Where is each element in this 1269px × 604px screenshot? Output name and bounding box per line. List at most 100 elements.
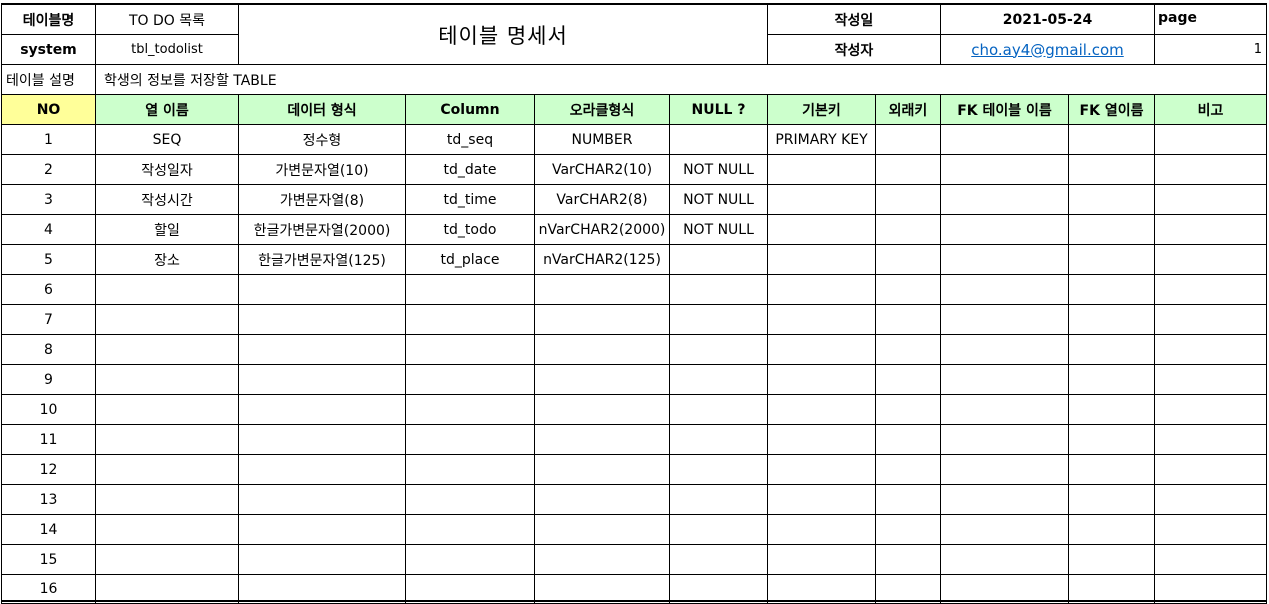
table-cell-primary-key[interactable] [768,185,876,215]
table-cell-foreign-key[interactable] [876,185,941,215]
table-cell-nullable[interactable] [670,575,768,604]
table-cell-column-id[interactable] [406,515,535,545]
table-cell-column-name[interactable] [96,275,239,305]
table-cell-oracle-type[interactable]: VarCHAR2(8) [535,185,670,215]
table-cell-fk-table-name[interactable] [941,425,1069,455]
table-cell-remarks[interactable] [1155,365,1267,395]
table-cell-data-type[interactable] [239,455,406,485]
table-cell-remarks[interactable] [1155,455,1267,485]
table-cell-column-id[interactable] [406,455,535,485]
table-cell-fk-column-name[interactable] [1069,575,1155,604]
table-cell-primary-key[interactable] [768,485,876,515]
table-cell-column-name[interactable] [96,335,239,365]
table-cell-oracle-type[interactable] [535,335,670,365]
table-cell-column-id[interactable] [406,545,535,575]
table-cell-foreign-key[interactable] [876,245,941,275]
table-cell-remarks[interactable] [1155,125,1267,155]
table-cell-remarks[interactable] [1155,155,1267,185]
table-cell-column-name[interactable] [96,575,239,604]
row-number[interactable]: 9 [1,365,96,395]
table-cell-column-id[interactable] [406,395,535,425]
table-cell-nullable[interactable] [670,335,768,365]
table-cell-remarks[interactable] [1155,515,1267,545]
table-cell-fk-table-name[interactable] [941,245,1069,275]
table-cell-remarks[interactable] [1155,485,1267,515]
table-cell-column-id[interactable] [406,275,535,305]
table-cell-foreign-key[interactable] [876,425,941,455]
table-cell-oracle-type[interactable] [535,455,670,485]
table-cell-column-id[interactable] [406,425,535,455]
table-cell-data-type[interactable]: 한글가변문자열(125) [239,245,406,275]
table-cell-column-id[interactable] [406,485,535,515]
table-cell-foreign-key[interactable] [876,215,941,245]
table-cell-column-id[interactable] [406,335,535,365]
table-cell-data-type[interactable] [239,545,406,575]
row-number[interactable]: 15 [1,545,96,575]
table-cell-data-type[interactable] [239,485,406,515]
table-name-value[interactable]: TO DO 목록 [96,5,239,35]
table-cell-column-name[interactable]: 작성시간 [96,185,239,215]
table-cell-column-name[interactable] [96,455,239,485]
table-cell-column-id[interactable] [406,305,535,335]
table-cell-fk-column-name[interactable] [1069,485,1155,515]
table-cell-oracle-type[interactable] [535,275,670,305]
table-cell-foreign-key[interactable] [876,485,941,515]
table-cell-column-name[interactable]: 장소 [96,245,239,275]
table-cell-data-type[interactable] [239,515,406,545]
table-cell-fk-column-name[interactable] [1069,185,1155,215]
created-date-value[interactable]: 2021-05-24 [941,5,1155,35]
table-cell-data-type[interactable] [239,365,406,395]
table-cell-data-type[interactable] [239,425,406,455]
table-cell-column-id[interactable] [406,575,535,604]
table-cell-fk-column-name[interactable] [1069,365,1155,395]
row-number[interactable]: 16 [1,575,96,604]
table-cell-remarks[interactable] [1155,425,1267,455]
table-cell-fk-table-name[interactable] [941,485,1069,515]
table-cell-primary-key[interactable] [768,395,876,425]
table-cell-remarks[interactable] [1155,185,1267,215]
table-cell-column-name[interactable] [96,425,239,455]
table-cell-column-name[interactable] [96,365,239,395]
table-cell-nullable[interactable] [670,545,768,575]
table-cell-foreign-key[interactable] [876,335,941,365]
table-cell-foreign-key[interactable] [876,455,941,485]
table-cell-data-type[interactable]: 한글가변문자열(2000) [239,215,406,245]
table-cell-column-name[interactable] [96,395,239,425]
table-cell-fk-column-name[interactable] [1069,155,1155,185]
row-number[interactable]: 5 [1,245,96,275]
table-cell-primary-key[interactable] [768,245,876,275]
table-cell-column-id[interactable]: td_todo [406,215,535,245]
table-cell-fk-column-name[interactable] [1069,335,1155,365]
table-cell-foreign-key[interactable] [876,155,941,185]
table-cell-fk-column-name[interactable] [1069,425,1155,455]
table-cell-data-type[interactable] [239,305,406,335]
table-cell-foreign-key[interactable] [876,365,941,395]
table-cell-fk-table-name[interactable] [941,335,1069,365]
table-cell-fk-table-name[interactable] [941,395,1069,425]
row-number[interactable]: 8 [1,335,96,365]
table-cell-fk-column-name[interactable] [1069,545,1155,575]
table-cell-primary-key[interactable] [768,455,876,485]
table-cell-primary-key[interactable] [768,545,876,575]
row-number[interactable]: 1 [1,125,96,155]
table-cell-oracle-type[interactable] [535,365,670,395]
table-cell-nullable[interactable] [670,365,768,395]
table-cell-foreign-key[interactable] [876,395,941,425]
table-cell-fk-table-name[interactable] [941,215,1069,245]
table-cell-primary-key[interactable] [768,215,876,245]
table-cell-column-name[interactable]: 할일 [96,215,239,245]
table-cell-fk-column-name[interactable] [1069,515,1155,545]
table-cell-remarks[interactable] [1155,335,1267,365]
table-cell-fk-column-name[interactable] [1069,125,1155,155]
table-cell-nullable[interactable] [670,515,768,545]
table-cell-foreign-key[interactable] [876,305,941,335]
table-cell-column-name[interactable] [96,485,239,515]
row-number[interactable]: 12 [1,455,96,485]
table-cell-fk-table-name[interactable] [941,575,1069,604]
page-number[interactable]: 1 [1155,35,1267,65]
table-cell-oracle-type[interactable] [535,425,670,455]
table-cell-fk-table-name[interactable] [941,545,1069,575]
table-cell-column-name[interactable]: SEQ [96,125,239,155]
table-cell-oracle-type[interactable]: VarCHAR2(10) [535,155,670,185]
table-cell-fk-table-name[interactable] [941,275,1069,305]
